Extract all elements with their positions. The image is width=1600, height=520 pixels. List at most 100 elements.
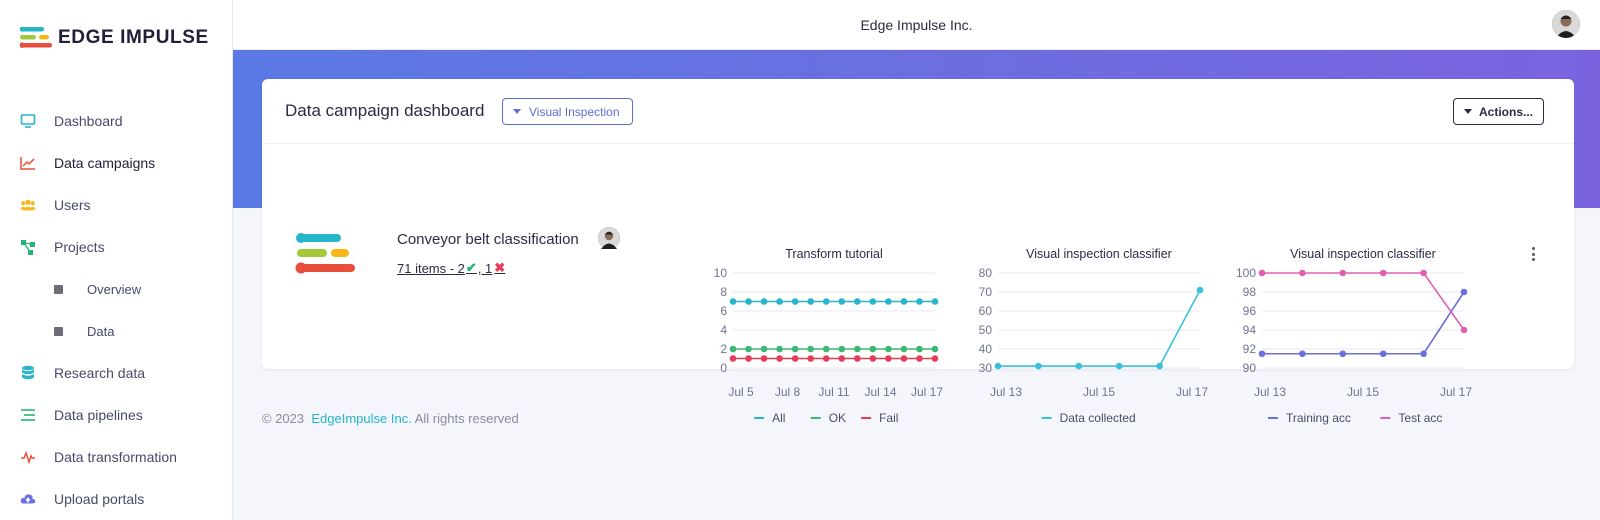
data-point bbox=[1339, 350, 1347, 358]
organization-name: Edge Impulse Inc. bbox=[860, 17, 973, 33]
y-tick-label: 60 bbox=[979, 304, 993, 318]
cross-icon: ✖ bbox=[494, 260, 506, 275]
data-point bbox=[900, 345, 908, 353]
data-point bbox=[791, 345, 799, 353]
data-point bbox=[869, 345, 877, 353]
y-tick-label: 92 bbox=[1243, 342, 1257, 356]
data-point bbox=[822, 298, 830, 305]
pipeline-lines-icon bbox=[20, 407, 36, 423]
campaign-owner-avatar bbox=[598, 227, 620, 249]
logo-text: EDGE IMPULSE bbox=[58, 27, 209, 48]
data-point bbox=[1379, 269, 1387, 277]
data-point bbox=[822, 345, 830, 353]
sidebar-item-data-campaigns[interactable]: Data campaigns bbox=[0, 142, 233, 184]
data-point bbox=[776, 345, 783, 353]
data-point bbox=[1420, 350, 1427, 358]
data-point bbox=[869, 355, 877, 362]
actions-button[interactable]: Actions... bbox=[1452, 98, 1544, 125]
trend-chart-icon bbox=[20, 155, 36, 171]
chart-svg: Visual inspection classifier 30 40 50 60 70 80… bbox=[979, 247, 1209, 425]
sidebar-item-overview[interactable]: Overview bbox=[0, 268, 233, 310]
fail-count-text: , 1 bbox=[477, 260, 493, 276]
data-point bbox=[1075, 362, 1083, 370]
campaign-select-dropdown[interactable]: Visual Inspection bbox=[502, 98, 633, 125]
data-point bbox=[916, 355, 923, 362]
data-point bbox=[791, 298, 799, 305]
square-icon bbox=[54, 326, 63, 336]
sidebar-item-label: Dashboard bbox=[54, 113, 123, 129]
user-avatar[interactable] bbox=[1552, 10, 1580, 38]
project-tree-icon bbox=[20, 239, 36, 255]
users-icon bbox=[20, 197, 36, 213]
data-point bbox=[885, 355, 892, 362]
data-point bbox=[729, 298, 737, 305]
x-tick-label: Jul 15 bbox=[1083, 385, 1115, 399]
x-tick-label: Jul 17 bbox=[1176, 385, 1208, 399]
data-point bbox=[916, 345, 923, 353]
data-point bbox=[807, 345, 814, 353]
data-point bbox=[1115, 362, 1123, 370]
data-point bbox=[776, 355, 783, 362]
legend-label: Fail bbox=[879, 411, 898, 425]
x-tick-label: Jul 15 bbox=[1347, 385, 1379, 399]
copyright-year: © 2023 bbox=[262, 411, 305, 426]
series-line bbox=[1262, 272, 1465, 331]
data-point bbox=[1460, 288, 1468, 296]
campaign-items-link[interactable]: 71 items - 2 ✔ , 1 ✖ bbox=[397, 260, 505, 276]
sidebar-item-data-pipelines[interactable]: Data pipelines bbox=[0, 394, 233, 436]
data-point bbox=[745, 355, 752, 362]
data-point bbox=[854, 345, 861, 353]
data-point bbox=[760, 345, 768, 353]
y-tick-label: 2 bbox=[720, 342, 727, 356]
chart-title: Visual inspection classifier bbox=[1290, 247, 1436, 261]
edge-impulse-logo[interactable]: EDGE IMPULSE bbox=[20, 26, 209, 50]
campaign-name[interactable]: Conveyor belt classification bbox=[397, 231, 579, 248]
data-point bbox=[838, 298, 846, 305]
data-point bbox=[807, 298, 814, 305]
check-icon: ✔ bbox=[465, 260, 477, 275]
square-icon bbox=[54, 284, 63, 294]
data-point bbox=[838, 355, 846, 362]
x-tick-label: Jul 8 bbox=[775, 385, 801, 399]
data-point bbox=[1035, 362, 1042, 370]
y-tick-label: 8 bbox=[720, 285, 727, 299]
y-tick-label: 40 bbox=[979, 342, 993, 356]
x-tick-label: Jul 5 bbox=[728, 385, 754, 399]
top-bar: Edge Impulse Inc. bbox=[233, 0, 1600, 50]
legend-label: All bbox=[772, 411, 785, 425]
y-tick-label: 30 bbox=[979, 361, 993, 375]
data-point bbox=[838, 345, 846, 353]
pulse-icon bbox=[20, 449, 36, 465]
data-point bbox=[854, 298, 861, 305]
data-point bbox=[900, 355, 908, 362]
data-point bbox=[822, 355, 830, 362]
data-point bbox=[885, 298, 892, 305]
data-point bbox=[900, 298, 908, 305]
sidebar-item-label: Overview bbox=[87, 281, 142, 297]
card-header: Data campaign dashboard Visual Inspectio… bbox=[262, 79, 1574, 144]
y-tick-label: 10 bbox=[714, 266, 728, 280]
sidebar-item-label: Data pipelines bbox=[54, 407, 143, 423]
y-tick-label: 100 bbox=[1236, 266, 1256, 280]
sidebar-item-users[interactable]: Users bbox=[0, 184, 233, 226]
y-tick-label: 4 bbox=[720, 323, 727, 337]
data-point bbox=[776, 298, 783, 305]
sidebar-item-projects[interactable]: Projects bbox=[0, 226, 233, 268]
y-tick-label: 0 bbox=[720, 361, 727, 375]
sidebar-item-dashboard[interactable]: Dashboard bbox=[0, 100, 233, 142]
data-point bbox=[760, 298, 768, 305]
more-options-icon[interactable] bbox=[1530, 247, 1536, 261]
data-point bbox=[994, 362, 1002, 370]
y-tick-label: 94 bbox=[1243, 323, 1257, 337]
sidebar-item-label: Data campaigns bbox=[54, 155, 156, 171]
sidebar-item-data-transformation[interactable]: Data transformation bbox=[0, 436, 233, 478]
sidebar-item-research-data[interactable]: Research data bbox=[0, 352, 233, 394]
sidebar-item-upload-portals[interactable]: Upload portals bbox=[0, 478, 233, 520]
campaign-select-label: Visual Inspection bbox=[529, 104, 620, 119]
data-point bbox=[931, 355, 939, 362]
footer-company-link[interactable]: EdgeImpulse Inc. bbox=[311, 411, 412, 426]
x-tick-label: Jul 13 bbox=[990, 385, 1022, 399]
caret-down-icon bbox=[513, 109, 521, 114]
chart-svg: Visual inspection classifier 90 92 94 96 98 10… bbox=[1236, 247, 1472, 425]
sidebar-item-data[interactable]: Data bbox=[0, 310, 233, 352]
